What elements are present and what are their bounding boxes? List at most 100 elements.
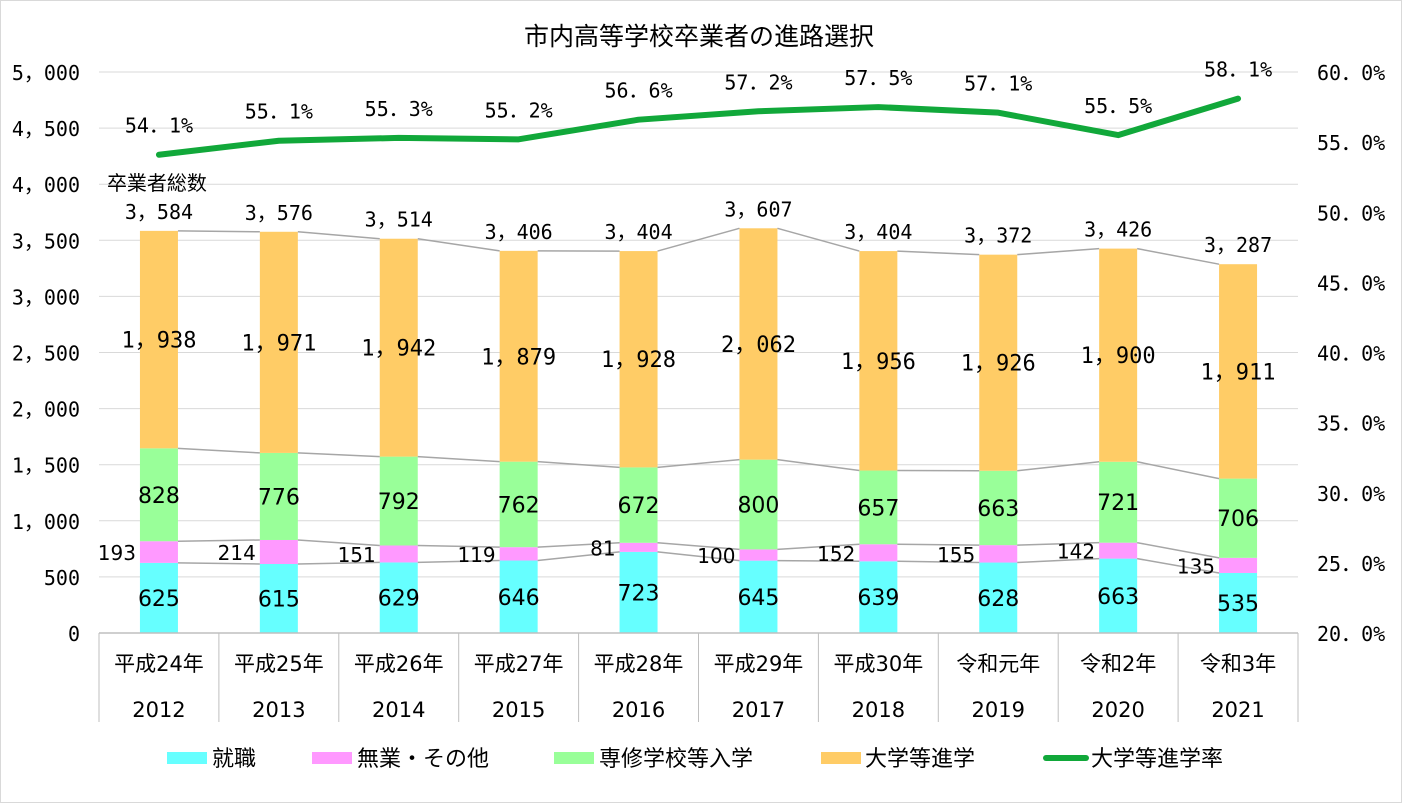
data-label: 792 (378, 490, 420, 515)
bar-segment (619, 542, 658, 552)
bar-segment (859, 470, 898, 545)
left-axis-tick-label: 4，000 (12, 173, 80, 197)
left-axis-tick-label: 1，500 (12, 454, 80, 478)
bar-segment (379, 562, 418, 633)
data-label: 721 (1097, 491, 1139, 516)
data-label: 776 (258, 485, 300, 510)
bar-segment (259, 539, 298, 564)
rate-line (155, 95, 1242, 158)
series-connector-line (657, 542, 740, 551)
bar-segment (379, 456, 418, 546)
rate-label: 55．2% (485, 98, 553, 122)
data-label: 1，900 (1081, 344, 1156, 369)
series-connector-line (1017, 247, 1100, 256)
series-connector-line (297, 452, 380, 458)
data-label: 645 (737, 586, 779, 611)
bar-segment (1099, 461, 1138, 543)
total-label: 3，607 (724, 197, 792, 221)
series-connector-line (177, 447, 260, 454)
bar-segment (619, 551, 658, 633)
data-label: 615 (258, 587, 300, 612)
rate-label: 57．5% (844, 66, 912, 90)
bar-segment (1099, 558, 1138, 633)
bar-segment (859, 561, 898, 633)
series-connector-line (1137, 557, 1220, 574)
right-axis-tick-label: 50．0% (1317, 201, 1385, 225)
legend-swatch (554, 752, 594, 764)
series-connector-lines (177, 227, 1220, 574)
category-label-year: 2018 (852, 698, 905, 722)
bar-segment (379, 238, 418, 457)
bar-segment (979, 562, 1018, 633)
total-label: 3，406 (485, 220, 553, 244)
series-connector-line (657, 458, 740, 469)
left-axis-tick-label: 1，000 (12, 510, 80, 534)
rate-label: 56．6% (604, 79, 672, 103)
series-connector-line (417, 544, 500, 548)
series-connector-line (1137, 247, 1220, 265)
category-label-year: 2021 (1211, 698, 1264, 722)
data-label: 119 (457, 543, 495, 567)
right-y-axis: 20．0% 25．0% 30．0% 35．0% 40．0% 45．0% 50．0% 55．0%… (1317, 61, 1385, 646)
category-label-year: 2019 (972, 698, 1025, 722)
data-label: 657 (857, 496, 899, 521)
category-label-era: 令和3年 (1200, 652, 1276, 676)
series-connector-line (1137, 541, 1220, 559)
bar-segment (139, 448, 178, 542)
series-connector-line (1017, 557, 1100, 564)
left-y-axis: 0 500 1，000 1，500 2，000 2，500 3，000 3，500 4，000 4… (12, 61, 80, 646)
series-connector-line (537, 551, 620, 562)
category-label-era: 平成24年 (114, 652, 204, 676)
data-label: 762 (498, 493, 540, 518)
rate-label: 57．2% (724, 70, 792, 94)
total-label: 3，404 (604, 220, 672, 244)
data-label: 1，926 (961, 352, 1036, 377)
bar-segment (1099, 542, 1138, 559)
series-connector-line (777, 227, 860, 252)
bar-segment (1219, 478, 1258, 558)
data-label: 723 (618, 581, 660, 606)
totals-caption: 卒業者総数 (107, 171, 207, 195)
rate-label: 55．1% (245, 100, 313, 124)
bar-segment (739, 459, 778, 550)
category-label-era: 平成25年 (234, 652, 324, 676)
rate-label: 55．3% (365, 97, 433, 121)
data-label: 1，879 (481, 345, 556, 370)
data-label: 628 (977, 587, 1019, 612)
data-label: 193 (98, 541, 136, 565)
bars (139, 228, 1258, 633)
legend-label: 大学等進学率 (1091, 747, 1223, 772)
series-connector-line (897, 250, 980, 256)
legend-swatch (312, 752, 352, 764)
right-axis-tick-label: 25．0% (1317, 552, 1385, 576)
category-label-era: 平成27年 (474, 652, 564, 676)
right-axis-tick-label: 20．0% (1317, 622, 1385, 646)
right-axis-tick-label: 45．0% (1317, 271, 1385, 295)
data-label: 706 (1217, 507, 1259, 532)
bar-segment (139, 541, 178, 563)
legend-swatch (167, 752, 207, 764)
total-label: 3，576 (245, 201, 313, 225)
series-connector-line (297, 539, 380, 547)
data-label: 1，942 (361, 337, 436, 362)
category-label-year: 2016 (612, 698, 665, 722)
bar-segment (1219, 557, 1258, 573)
total-label: 3，287 (1204, 233, 1272, 257)
series-connector-line (297, 561, 380, 565)
bar-segment (379, 545, 418, 563)
data-label: 1，971 (241, 331, 316, 356)
bar-segment (979, 470, 1018, 546)
bar-segment (499, 250, 538, 462)
left-axis-tick-label: 3，500 (12, 229, 80, 253)
bar-segment (259, 563, 298, 633)
series-connector-line (537, 460, 620, 469)
series-connector-line (777, 543, 860, 551)
rate-label: 54．1% (125, 114, 193, 138)
data-label: 142 (1057, 540, 1095, 564)
bar-segment (979, 254, 1018, 471)
category-label-era: 令和元年 (956, 652, 1040, 676)
bar-segment (499, 560, 538, 633)
series-connector-line (777, 458, 860, 472)
rate-label: 57．1% (964, 72, 1032, 96)
